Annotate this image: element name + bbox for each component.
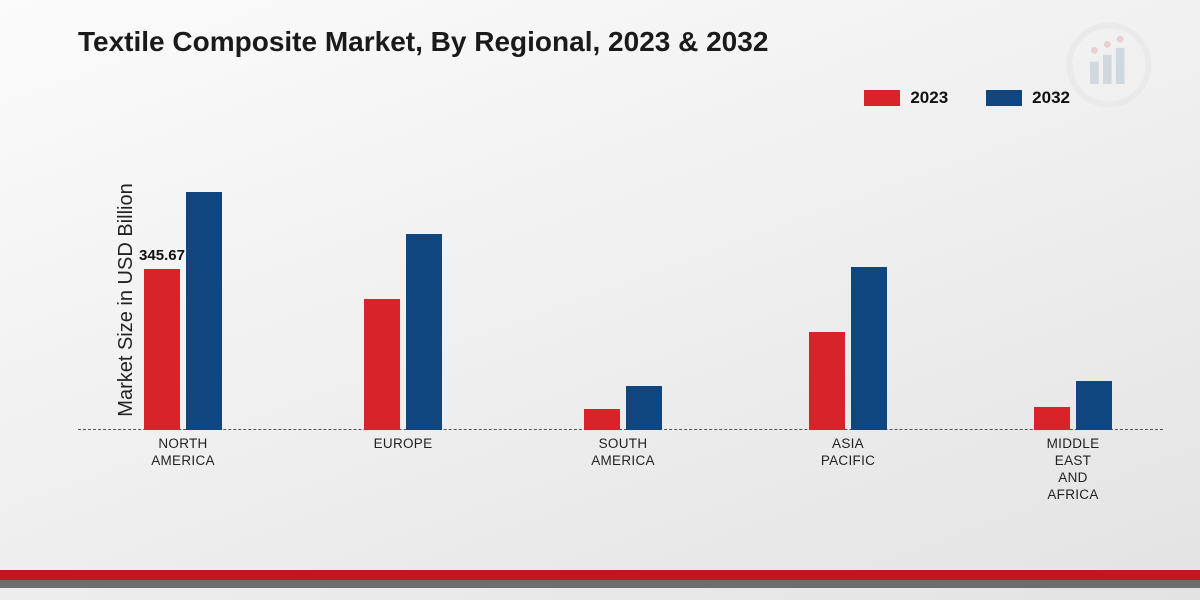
legend-swatch-2032 (986, 90, 1022, 106)
x-axis-category-label: SOUTH AMERICA (553, 436, 693, 470)
bar-2032 (626, 386, 662, 430)
bar-2023 (364, 299, 400, 430)
x-axis-category-label: ASIA PACIFIC (778, 436, 918, 470)
chart-page: Textile Composite Market, By Regional, 2… (0, 0, 1200, 600)
bar-2023 (1034, 407, 1070, 430)
bar-2023: 345.67 (144, 269, 180, 430)
legend-label-2023: 2023 (910, 88, 948, 108)
legend-item-2032: 2032 (986, 88, 1070, 108)
bar-group (778, 267, 918, 430)
footer-accent-grey (0, 580, 1200, 588)
x-axis-category-label: EUROPE (333, 436, 473, 453)
bar-2032 (851, 267, 887, 430)
bar-group (333, 234, 473, 430)
watermark-logo-icon (1066, 22, 1152, 108)
bar-group: 345.67 (113, 192, 253, 430)
x-axis-labels: NORTH AMERICA EUROPE SOUTH AMERICA ASIA PAC… (78, 436, 1163, 506)
legend-swatch-2023 (864, 90, 900, 106)
legend-item-2023: 2023 (864, 88, 948, 108)
bar-value-label: 345.67 (139, 247, 185, 264)
bar-2023 (809, 332, 845, 430)
legend: 2023 2032 (864, 88, 1070, 108)
footer-accent-red (0, 570, 1200, 580)
bar-2032 (406, 234, 442, 430)
plot-area: 345.67 (78, 150, 1163, 430)
x-axis-category-label: NORTH AMERICA (113, 436, 253, 470)
bar-2023 (584, 409, 620, 430)
chart-title: Textile Composite Market, By Regional, 2… (78, 26, 768, 58)
legend-label-2032: 2032 (1032, 88, 1070, 108)
x-axis-category-label: MIDDLE EAST AND AFRICA (1003, 436, 1143, 504)
bar-group (1003, 381, 1143, 430)
bar-2032 (1076, 381, 1112, 430)
bar-group (553, 386, 693, 430)
bar-2032 (186, 192, 222, 430)
